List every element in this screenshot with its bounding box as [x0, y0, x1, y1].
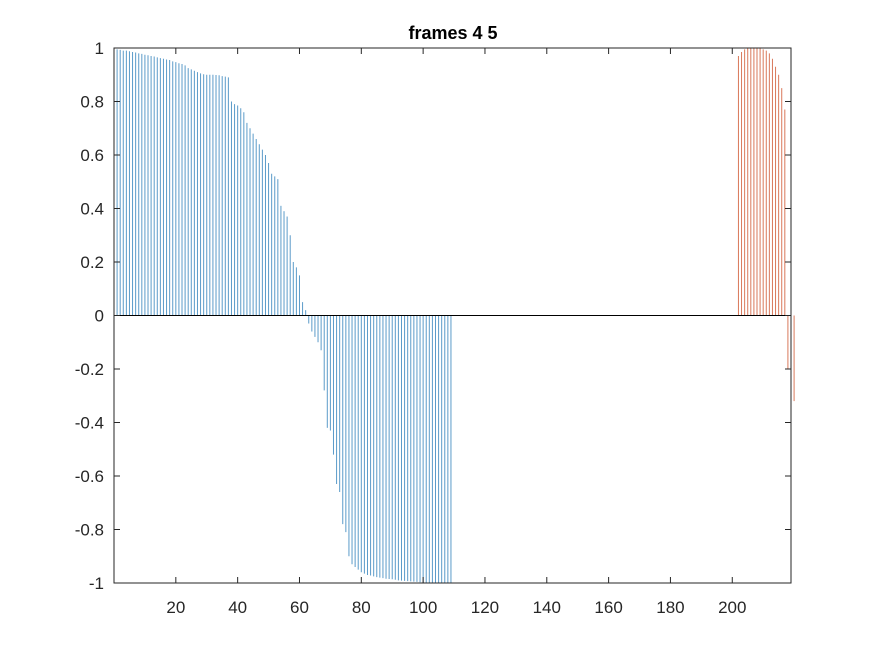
- y-tick-label: 0.4: [80, 200, 104, 219]
- y-tick-label: 0.8: [80, 93, 104, 112]
- x-tick-label: 200: [718, 598, 746, 617]
- x-tick-label: 80: [352, 598, 371, 617]
- y-tick-label: -0.4: [75, 414, 104, 433]
- x-tick-label: 160: [594, 598, 622, 617]
- x-tick-label: 100: [409, 598, 437, 617]
- y-tick-label: -1: [89, 574, 104, 593]
- x-tick-label: 40: [228, 598, 247, 617]
- y-tick-label: 1: [95, 39, 104, 58]
- bar-marks: [116, 48, 795, 583]
- y-axis: -1 -0.8 -0.6 -0.4 -0.2 0 0.2 0.4 0.6 0.8 1: [75, 39, 791, 593]
- x-tick-label: 140: [533, 598, 561, 617]
- x-tick-label: 120: [471, 598, 499, 617]
- x-tick-label: 20: [166, 598, 185, 617]
- y-tick-label: 0: [95, 307, 104, 326]
- x-axis: 20 40 60 80 100 120 140 160 180 200: [166, 48, 746, 617]
- x-tick-label: 60: [290, 598, 309, 617]
- y-tick-label: -0.8: [75, 521, 104, 540]
- y-tick-label: -0.6: [75, 467, 104, 486]
- x-tick-label: 180: [656, 598, 684, 617]
- y-tick-label: 0.6: [80, 146, 104, 165]
- y-tick-label: 0.2: [80, 253, 104, 272]
- y-tick-label: -0.2: [75, 360, 104, 379]
- chart-title: frames 4 5: [408, 23, 497, 43]
